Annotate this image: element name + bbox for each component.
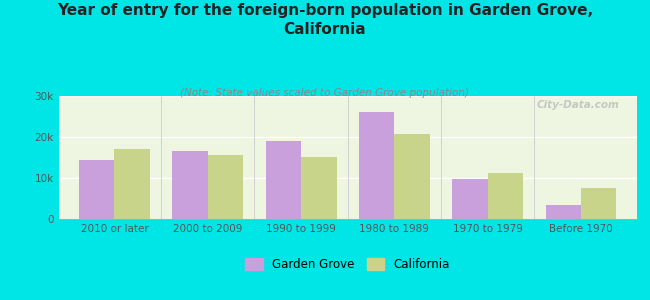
Bar [301,158,337,219]
Bar [581,188,616,219]
Bar [172,151,208,219]
Bar [452,179,488,219]
Text: Year of entry for the foreign-born population in Garden Grove,
California: Year of entry for the foreign-born popul… [57,3,593,37]
Bar [359,112,395,219]
Text: City-Data.com: City-Data.com [537,100,619,110]
Bar [395,134,430,219]
Bar [488,173,523,219]
Bar [79,160,114,219]
Text: (Note: State values scaled to Garden Grove population): (Note: State values scaled to Garden Gro… [181,88,469,98]
Bar [114,149,150,219]
Bar [266,141,301,219]
Bar [545,205,581,219]
Bar [208,155,243,219]
Legend: Garden Grove, California: Garden Grove, California [239,252,456,277]
